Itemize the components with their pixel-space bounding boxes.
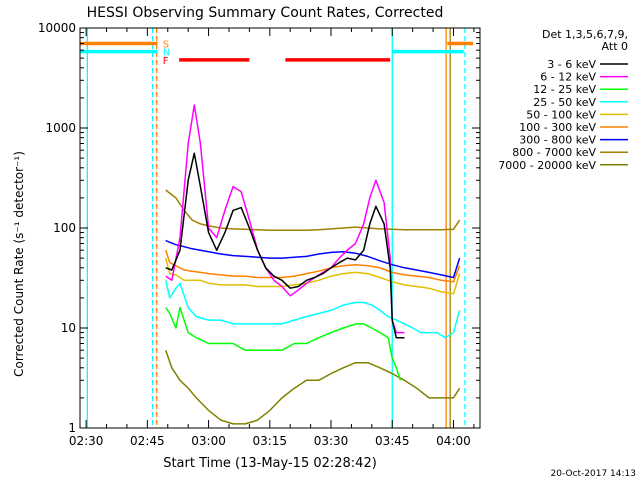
footer-date: 20-Oct-2017 14:13	[551, 469, 636, 479]
y-tick-label-0: 1	[68, 421, 76, 435]
chart-title: HESSI Observing Summary Count Rates, Cor…	[87, 5, 444, 21]
x-tick-label-1: 02:45	[130, 434, 165, 448]
flag-label-f: F	[163, 56, 169, 67]
legend-header-line1: Det 1,3,5,6,7,9,	[542, 28, 628, 41]
y-tick-label-3: 1000	[45, 121, 76, 135]
plot-frame	[79, 27, 481, 429]
x-tick-label-0: 02:30	[69, 434, 104, 448]
flag-label-s: S	[163, 39, 169, 50]
plot-layer: SNF	[80, 28, 474, 428]
series-line-5	[164, 249, 461, 283]
x-tick-label-3: 03:15	[252, 434, 287, 448]
series-line-1	[165, 104, 405, 334]
series-line-6	[165, 239, 461, 279]
x-tick-label-6: 04:00	[436, 434, 471, 448]
series-line-3	[164, 280, 461, 339]
y-axis-label: Corrected Count Rate (s⁻¹ detector⁻¹)	[12, 151, 26, 377]
series-line-0	[165, 152, 405, 339]
x-tick-label-5: 03:45	[375, 434, 410, 448]
x-tick-label-2: 03:00	[191, 434, 226, 448]
x-axis-label: Start Time (13-May-15 02:28:42)	[163, 456, 377, 471]
legend-label-0: 3 - 6 keV	[547, 58, 596, 71]
series-line-2	[165, 306, 402, 381]
legend-label-8: 7000 - 20000 keV	[498, 159, 596, 172]
legend-label-4: 50 - 100 keV	[526, 108, 596, 121]
legend-label-3: 25 - 50 keV	[533, 96, 596, 109]
series-line-8	[164, 349, 461, 425]
flag-label-n: N	[163, 48, 170, 59]
legend-label-6: 300 - 800 keV	[519, 134, 596, 147]
axes-layer: 02:30 02:45 03:00 03:15 03:30 03:45 04:00 1 10 10…	[38, 21, 481, 448]
legend-label-1: 6 - 12 keV	[540, 71, 596, 84]
legend-label-5: 100 - 300 keV	[519, 121, 596, 134]
y-tick-label-4: 10000	[38, 21, 76, 35]
legend-header-line2: Att 0	[602, 40, 628, 53]
legend-label-7: 800 - 7000 keV	[512, 146, 596, 159]
series-line-7	[165, 189, 461, 231]
y-tick-label-2: 100	[53, 221, 76, 235]
legend-label-2: 12 - 25 keV	[533, 83, 596, 96]
x-tick-label-4: 03:30	[314, 434, 349, 448]
y-tick-label-1: 10	[61, 321, 76, 335]
